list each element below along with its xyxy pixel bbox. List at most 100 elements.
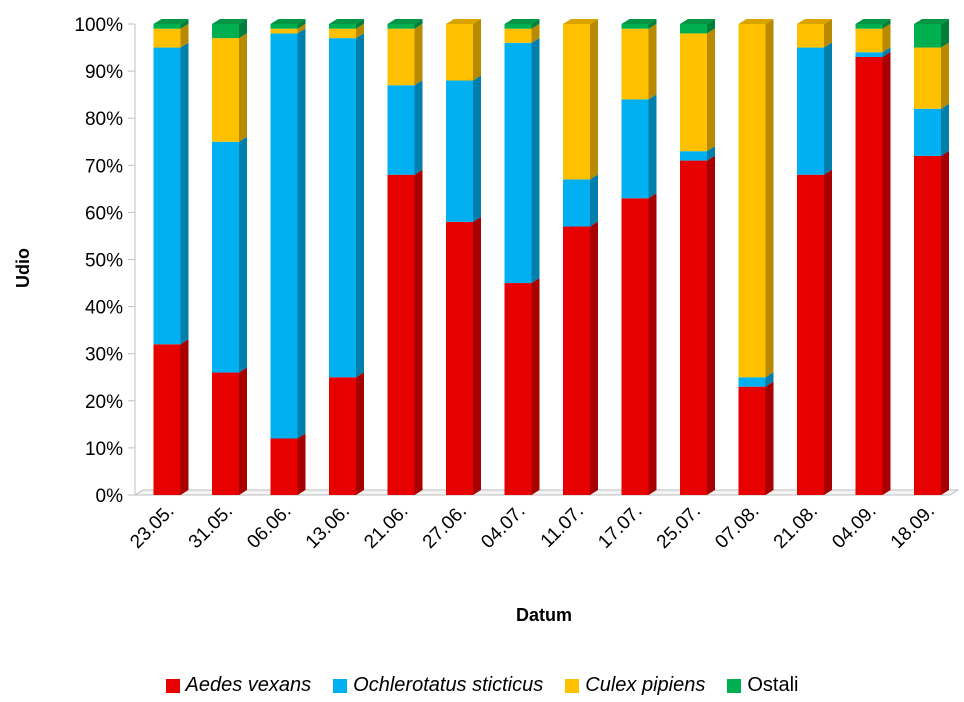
axes <box>128 23 960 496</box>
legend-label: Culex pipiens <box>585 674 706 696</box>
bar-top-2 <box>270 19 306 24</box>
x-tick-label: 17.07. <box>594 501 646 553</box>
bar-side-10-1 <box>765 372 774 387</box>
bar-side-7-2 <box>590 19 598 180</box>
bar-segment-6-1 <box>504 42 532 284</box>
x-tick-label: 31.05. <box>185 501 237 553</box>
bar-top-7 <box>563 19 598 24</box>
bar-side-2-1 <box>297 28 306 439</box>
bar-side-6-1 <box>531 37 540 284</box>
bar-segment-5-0 <box>446 221 473 495</box>
bar-side-12-1 <box>882 47 891 57</box>
bar-segment-9-1 <box>680 151 707 161</box>
bar-segment-10-2 <box>738 24 766 378</box>
bar-side-7-0 <box>590 221 598 495</box>
bar-segment-12-2 <box>855 28 883 53</box>
bar-side-4-0 <box>414 169 423 495</box>
bar-segment-6-2 <box>504 28 532 43</box>
bar-segment-1-1 <box>212 141 239 373</box>
bar-side-9-3 <box>707 19 715 34</box>
bar-top-6 <box>504 19 540 24</box>
legend-swatch <box>333 678 348 693</box>
bar-side-10-2 <box>765 19 774 378</box>
bar-segment-10-0 <box>738 386 766 495</box>
bar-segment-6-0 <box>504 283 532 495</box>
bar-segment-2-3 <box>270 24 298 29</box>
x-tick-label: 25.07. <box>653 501 705 553</box>
y-tick-label: 70% <box>85 156 123 177</box>
bar-segment-7-0 <box>563 226 590 495</box>
bar-segment-8-2 <box>621 28 649 100</box>
bar-segment-1-0 <box>212 372 239 495</box>
bar-side-13-0 <box>941 150 949 495</box>
bar-segment-11-0 <box>797 174 824 495</box>
bar-side-3-2 <box>356 23 364 39</box>
y-tick-label: 10% <box>85 439 123 460</box>
bar-side-7-1 <box>590 174 598 227</box>
bar-side-8-3 <box>648 19 657 29</box>
bar-side-3-0 <box>356 372 364 495</box>
bar-segment-12-1 <box>855 52 883 57</box>
y-tick-label: 100% <box>74 15 123 36</box>
bar-side-1-0 <box>239 367 247 495</box>
bar-segment-9-2 <box>680 33 707 152</box>
bar-side-6-3 <box>531 19 540 29</box>
bar-segment-10-1 <box>738 377 766 387</box>
bar-segment-1-3 <box>212 24 239 39</box>
x-axis-title: Datum <box>516 605 572 625</box>
bar-side-0-1 <box>180 42 189 345</box>
bar-segment-0-0 <box>153 344 181 495</box>
bar-side-0-3 <box>180 19 189 29</box>
bar-segment-11-2 <box>797 24 824 48</box>
bar-segment-12-3 <box>855 24 883 29</box>
bar-side-3-1 <box>356 33 364 378</box>
bar-segment-11-1 <box>797 47 824 175</box>
bar-top-3 <box>329 19 364 24</box>
bar-segment-7-2 <box>563 24 590 180</box>
bar-segment-1-2 <box>212 38 239 142</box>
legend-label: Ochlerotatus sticticus <box>353 674 544 696</box>
legend-label: Aedes vexans <box>185 674 312 696</box>
bar-top-10 <box>738 19 774 24</box>
bar-side-12-3 <box>882 19 891 29</box>
bar-segment-5-2 <box>446 24 473 81</box>
bar-side-12-2 <box>882 23 891 53</box>
bar-side-6-2 <box>531 23 540 43</box>
bar-side-1-3 <box>239 19 247 39</box>
bar-side-12-0 <box>882 51 891 495</box>
bar-segment-4-3 <box>387 24 415 29</box>
bar-segment-12-0 <box>855 56 883 495</box>
x-tick-label: 04.09. <box>828 501 880 553</box>
bar-segment-8-0 <box>621 198 649 495</box>
x-tick-label: 23.05. <box>126 501 178 553</box>
bar-top-5 <box>446 19 481 24</box>
bar-side-9-2 <box>707 28 715 152</box>
bar-segment-3-2 <box>329 28 356 39</box>
bar-segment-6-3 <box>504 24 532 29</box>
legend-item: Ochlerotatus sticticus <box>333 674 543 697</box>
bar-segment-2-2 <box>270 28 298 34</box>
bar-side-11-1 <box>824 42 832 175</box>
y-tick-label: 60% <box>85 203 123 224</box>
bar-side-4-2 <box>414 23 423 86</box>
bar-segment-5-1 <box>446 80 473 222</box>
bar-side-1-1 <box>239 136 247 373</box>
bar-segment-3-1 <box>329 38 356 378</box>
bar-side-10-0 <box>765 381 774 495</box>
legend-swatch <box>565 678 580 693</box>
bar-side-13-1 <box>941 103 949 156</box>
legend-item: Ostali <box>727 674 798 697</box>
bar-segment-13-1 <box>914 108 941 156</box>
legend-item: Culex pipiens <box>565 674 705 697</box>
bar-segment-9-3 <box>680 24 707 34</box>
bars <box>153 19 949 495</box>
bar-side-13-2 <box>941 42 949 109</box>
bar-segment-3-0 <box>329 377 356 495</box>
x-tick-label: 21.08. <box>770 501 822 553</box>
bar-side-13-3 <box>941 19 949 48</box>
bar-side-2-0 <box>297 433 306 495</box>
y-tick-label: 40% <box>85 298 123 319</box>
legend-swatch <box>165 678 180 693</box>
bar-segment-3-3 <box>329 24 356 29</box>
bar-side-8-1 <box>648 94 657 199</box>
